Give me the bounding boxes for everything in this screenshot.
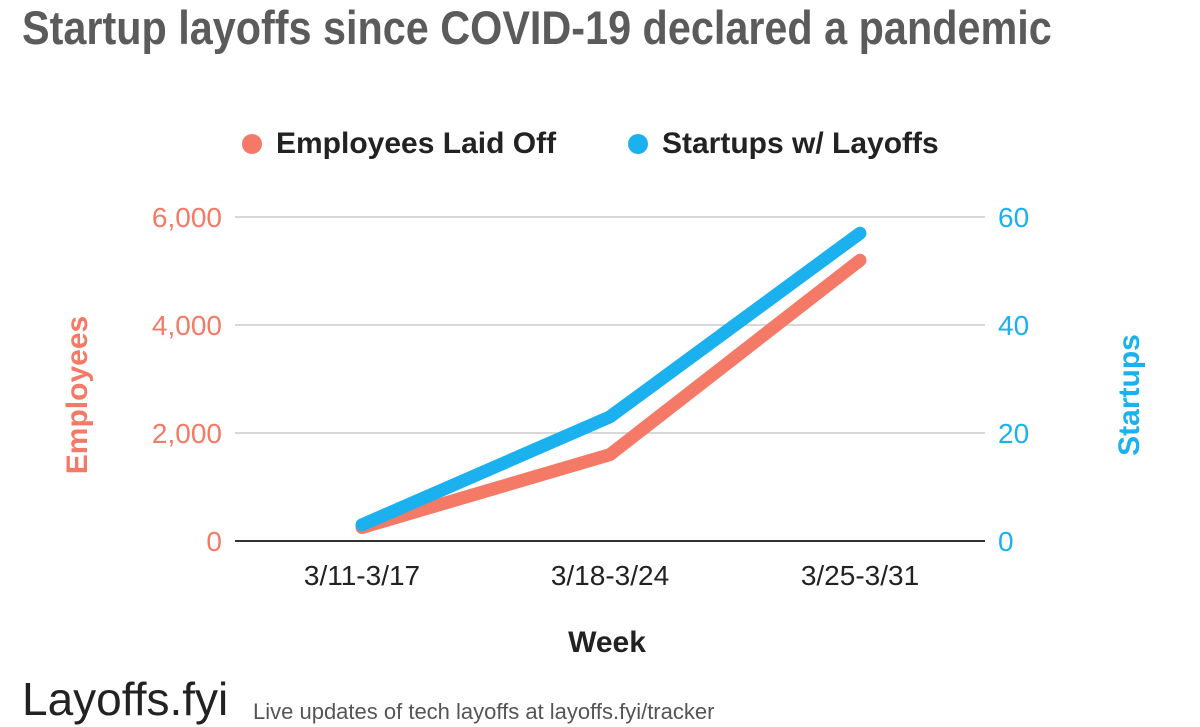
y-right-tick-label: 60	[998, 202, 1029, 233]
right-axis-ticks: 0 20 40 60	[998, 202, 1029, 557]
y-left-axis-label: Employees	[61, 316, 94, 474]
series-line-employees	[355, 253, 867, 534]
y-right-tick-label: 20	[998, 418, 1029, 449]
y-right-axis-label: Startups	[1113, 334, 1146, 456]
x-axis-label: Week	[568, 626, 646, 659]
legend: Employees Laid Off Startups w/ Layoffs	[242, 127, 939, 160]
y-right-tick-label: 40	[998, 310, 1029, 341]
legend-startups-label: Startups w/ Layoffs	[662, 127, 939, 160]
brand-logo-text: Layoffs.fyi	[22, 673, 229, 725]
series-lines	[355, 226, 867, 534]
chart-title: Startup layoffs since COVID-19 declared …	[22, 1, 1052, 54]
y-left-tick-label: 6,000	[152, 202, 222, 233]
y-left-tick-label: 4,000	[152, 310, 222, 341]
series-line-startups	[355, 226, 867, 532]
x-axis-ticks: 3/11-3/17 3/18-3/24 3/25-3/31	[304, 560, 919, 591]
x-tick-label: 3/11-3/17	[304, 560, 420, 591]
legend-employees-marker	[242, 134, 262, 154]
footer-tagline: Live updates of tech layoffs at layoffs.…	[253, 699, 715, 724]
left-axis-ticks: 0 2,000 4,000 6,000	[152, 202, 222, 557]
y-right-tick-label: 0	[998, 526, 1014, 557]
y-left-tick-label: 0	[206, 526, 222, 557]
x-tick-label: 3/25-3/31	[801, 560, 919, 591]
legend-startups-marker	[628, 134, 648, 154]
legend-employees-label: Employees Laid Off	[276, 127, 557, 160]
x-tick-label: 3/18-3/24	[551, 560, 669, 591]
y-left-tick-label: 2,000	[152, 418, 222, 449]
gridlines	[235, 216, 985, 542]
